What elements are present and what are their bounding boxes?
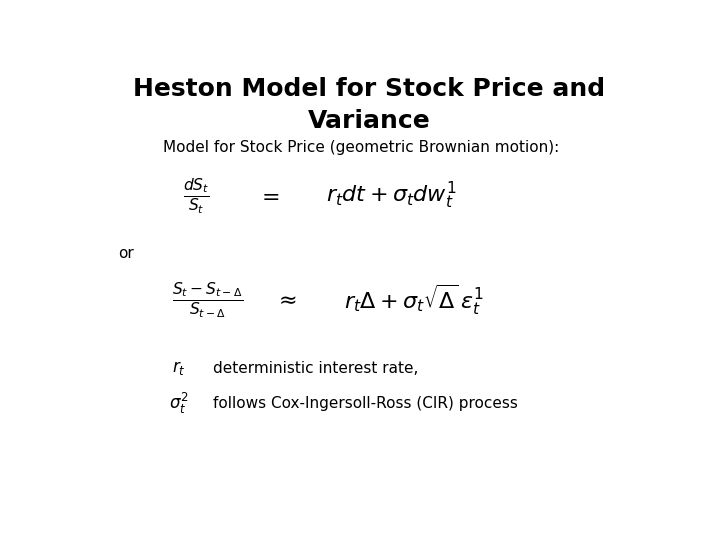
Text: $r_t$: $r_t$ (172, 359, 186, 377)
Text: $\frac{S_t - S_{t-\Delta}}{S_{t-\Delta}}$: $\frac{S_t - S_{t-\Delta}}{S_{t-\Delta}}… (171, 280, 243, 320)
Text: deterministic interest rate,: deterministic interest rate, (213, 361, 418, 376)
Text: $r_t dt + \sigma_t dw_t^1$: $r_t dt + \sigma_t dw_t^1$ (326, 180, 456, 211)
Text: $\sigma_t^2$: $\sigma_t^2$ (169, 391, 189, 416)
Text: $\approx$: $\approx$ (274, 290, 297, 310)
Text: follows Cox-Ingersoll-Ross (CIR) process: follows Cox-Ingersoll-Ross (CIR) process (213, 396, 518, 411)
Text: $\frac{dS_t}{S_t}$: $\frac{dS_t}{S_t}$ (183, 176, 210, 216)
Text: Model for Stock Price (geometric Brownian motion):: Model for Stock Price (geometric Brownia… (163, 140, 559, 154)
Text: $=$: $=$ (257, 186, 280, 206)
Text: or: or (118, 246, 134, 261)
Text: $r_t\Delta + \sigma_t\sqrt{\Delta}\,\epsilon_t^1$: $r_t\Delta + \sigma_t\sqrt{\Delta}\,\eps… (343, 282, 484, 317)
Text: Heston Model for Stock Price and
Variance: Heston Model for Stock Price and Varianc… (133, 77, 605, 133)
